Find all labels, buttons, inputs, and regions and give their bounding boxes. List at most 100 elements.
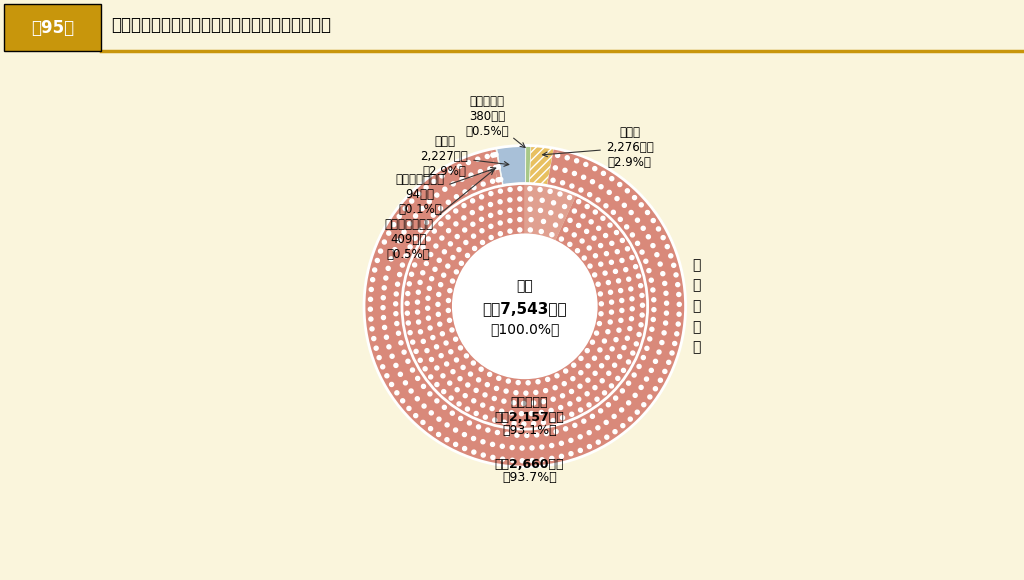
Circle shape bbox=[627, 360, 631, 364]
Circle shape bbox=[562, 205, 566, 209]
Circle shape bbox=[518, 228, 522, 232]
Circle shape bbox=[504, 389, 508, 393]
Circle shape bbox=[579, 371, 583, 375]
Circle shape bbox=[575, 249, 580, 253]
Circle shape bbox=[569, 389, 573, 393]
Circle shape bbox=[579, 356, 583, 360]
Circle shape bbox=[677, 302, 681, 306]
Wedge shape bbox=[364, 148, 686, 467]
Circle shape bbox=[568, 402, 571, 406]
Circle shape bbox=[420, 206, 424, 211]
Circle shape bbox=[383, 325, 387, 329]
Circle shape bbox=[545, 432, 549, 436]
Circle shape bbox=[613, 430, 617, 434]
Circle shape bbox=[426, 316, 430, 320]
Circle shape bbox=[650, 327, 654, 331]
Circle shape bbox=[459, 416, 463, 420]
Circle shape bbox=[447, 381, 452, 385]
Circle shape bbox=[428, 392, 432, 396]
Circle shape bbox=[520, 459, 524, 463]
Circle shape bbox=[409, 245, 412, 249]
Circle shape bbox=[446, 200, 451, 204]
Circle shape bbox=[417, 254, 421, 258]
Circle shape bbox=[457, 248, 461, 252]
Circle shape bbox=[609, 300, 613, 304]
Circle shape bbox=[572, 172, 577, 176]
Circle shape bbox=[579, 188, 583, 192]
Circle shape bbox=[461, 365, 465, 369]
Circle shape bbox=[596, 198, 600, 202]
Circle shape bbox=[496, 178, 500, 182]
Circle shape bbox=[454, 428, 458, 432]
Circle shape bbox=[577, 397, 581, 401]
Circle shape bbox=[649, 278, 653, 282]
Circle shape bbox=[386, 266, 390, 270]
Circle shape bbox=[455, 358, 459, 362]
Circle shape bbox=[437, 417, 441, 421]
Circle shape bbox=[406, 302, 410, 306]
Circle shape bbox=[501, 457, 505, 461]
Circle shape bbox=[502, 399, 506, 403]
Circle shape bbox=[579, 448, 583, 452]
Circle shape bbox=[542, 400, 546, 404]
Circle shape bbox=[644, 377, 648, 381]
Circle shape bbox=[429, 252, 433, 256]
Circle shape bbox=[598, 348, 602, 352]
Circle shape bbox=[379, 249, 383, 253]
Circle shape bbox=[411, 368, 415, 372]
Circle shape bbox=[659, 340, 664, 345]
Circle shape bbox=[421, 420, 425, 425]
Circle shape bbox=[615, 249, 620, 253]
Circle shape bbox=[642, 403, 646, 407]
Circle shape bbox=[456, 234, 459, 238]
Circle shape bbox=[579, 408, 583, 412]
Circle shape bbox=[476, 378, 480, 382]
Circle shape bbox=[462, 216, 466, 220]
Circle shape bbox=[602, 391, 606, 395]
Circle shape bbox=[610, 241, 613, 245]
Circle shape bbox=[406, 292, 410, 296]
Circle shape bbox=[664, 291, 668, 295]
Circle shape bbox=[485, 428, 489, 432]
Circle shape bbox=[421, 271, 425, 275]
Circle shape bbox=[530, 459, 535, 463]
Circle shape bbox=[395, 321, 398, 325]
Circle shape bbox=[434, 244, 438, 248]
Wedge shape bbox=[402, 183, 647, 429]
Circle shape bbox=[611, 211, 615, 215]
Circle shape bbox=[410, 272, 414, 276]
Circle shape bbox=[382, 286, 386, 290]
Circle shape bbox=[439, 354, 443, 358]
Circle shape bbox=[450, 396, 454, 400]
Circle shape bbox=[582, 419, 586, 423]
Circle shape bbox=[553, 166, 557, 170]
Circle shape bbox=[403, 206, 408, 211]
Circle shape bbox=[651, 219, 655, 223]
Circle shape bbox=[552, 201, 556, 205]
Circle shape bbox=[435, 193, 439, 197]
Circle shape bbox=[449, 242, 453, 246]
Circle shape bbox=[621, 389, 625, 393]
Circle shape bbox=[595, 397, 599, 401]
Circle shape bbox=[637, 274, 641, 278]
Circle shape bbox=[548, 189, 552, 193]
Circle shape bbox=[617, 183, 622, 187]
Circle shape bbox=[647, 269, 651, 273]
Circle shape bbox=[570, 184, 573, 188]
Circle shape bbox=[451, 256, 455, 260]
Circle shape bbox=[424, 262, 428, 266]
Circle shape bbox=[463, 228, 467, 232]
Circle shape bbox=[483, 393, 487, 397]
Circle shape bbox=[406, 311, 410, 315]
Text: 総務費
2,227億円
（2.9%）: 総務費 2,227億円 （2.9%） bbox=[421, 135, 509, 178]
Circle shape bbox=[578, 384, 582, 388]
Circle shape bbox=[407, 407, 411, 411]
Circle shape bbox=[418, 358, 422, 362]
Circle shape bbox=[479, 206, 483, 210]
Circle shape bbox=[445, 438, 449, 442]
Circle shape bbox=[476, 425, 480, 429]
Circle shape bbox=[397, 273, 401, 277]
Circle shape bbox=[430, 277, 434, 281]
Circle shape bbox=[604, 204, 608, 208]
Circle shape bbox=[618, 318, 623, 322]
